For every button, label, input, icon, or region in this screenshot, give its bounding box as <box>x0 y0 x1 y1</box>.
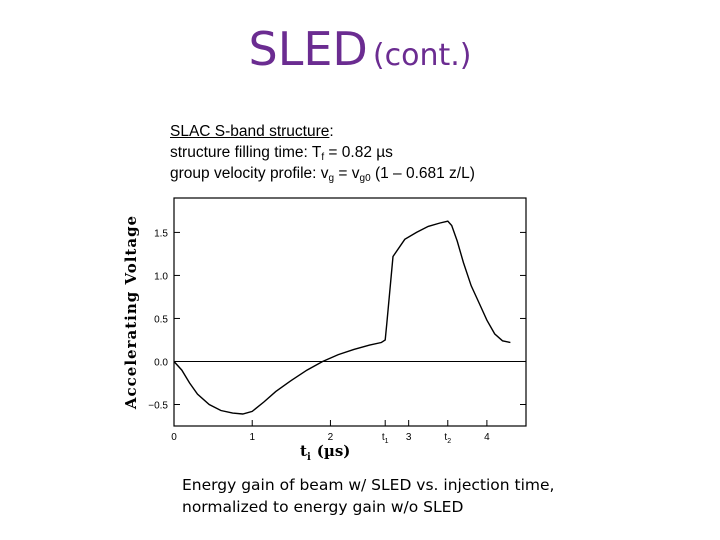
structure-link[interactable]: SLAC S-band structure <box>170 123 330 140</box>
x-tick-label: 4 <box>484 432 490 443</box>
velocity-mid: = v <box>334 165 360 182</box>
y-tick-label: 0.0 <box>154 357 168 368</box>
x-tick-label: t2 <box>444 432 451 445</box>
x-tick-label: 1 <box>249 432 255 443</box>
y-tick-label: 0.5 <box>154 314 168 325</box>
velocity-formula: (1 – 0.681 z/L) <box>370 165 475 182</box>
x-axis-sub: i <box>307 452 311 463</box>
x-tick-label: 2 <box>328 432 334 443</box>
slide-title: SLED (cont.) <box>0 22 720 76</box>
info-line-structure: SLAC S-band structure: <box>170 121 475 142</box>
accelerating-voltage-chart: −0.50.00.51.01.50 1 2 t1 3 t2 4 Accelerating V… <box>122 197 527 463</box>
x-tick-label: 0 <box>171 432 177 443</box>
y-tick-label: 1.0 <box>154 271 168 282</box>
x-tick-label: t1 <box>382 432 389 445</box>
velocity-sub-g0: g0 <box>359 173 371 184</box>
title-sub: (cont.) <box>372 38 472 73</box>
x-tick-label-var: t <box>382 432 385 443</box>
filling-time-sub: f <box>321 152 325 163</box>
caption-line-1: Energy gain of beam w/ SLED vs. injectio… <box>182 476 555 494</box>
structure-info: SLAC S-band structure: structure filling… <box>170 121 475 184</box>
velocity-prefix: group velocity profile: v <box>170 165 329 182</box>
x-axis-label: ti (µs) <box>300 442 350 463</box>
axis-ticks: −0.50.00.51.01.50 1 2 t1 3 t2 4 <box>148 228 526 445</box>
x-tick-label-sub: 2 <box>447 438 451 445</box>
caption-line-2: normalized to energy gain w/o SLED <box>182 498 464 516</box>
x-axis-unit: (µs) <box>317 442 351 460</box>
x-axis-var: t <box>300 442 307 460</box>
plot-frame <box>173 197 527 427</box>
y-axis-label: Accelerating Voltage <box>122 215 140 410</box>
info-line-group-velocity: group velocity profile: vg = vg0 (1 – 0.… <box>170 163 475 184</box>
y-tick-label: −0.5 <box>148 400 168 411</box>
series-line <box>173 220 511 415</box>
filling-time-value: = 0.82 µs <box>324 144 393 161</box>
filling-time-prefix: structure filling time: T <box>170 144 322 161</box>
x-tick-label-var: t <box>444 432 447 443</box>
x-tick-label: 3 <box>406 432 412 443</box>
velocity-sub-g: g <box>328 173 335 184</box>
info-line-filling-time: structure filling time: Tf = 0.82 µs <box>170 142 475 163</box>
x-tick-label-sub: 1 <box>385 438 389 445</box>
y-tick-label: 1.5 <box>154 228 168 239</box>
info-line1-colon: : <box>329 123 334 140</box>
figure-caption: Energy gain of beam w/ SLED vs. injectio… <box>182 474 554 518</box>
title-main: SLED <box>248 22 368 76</box>
